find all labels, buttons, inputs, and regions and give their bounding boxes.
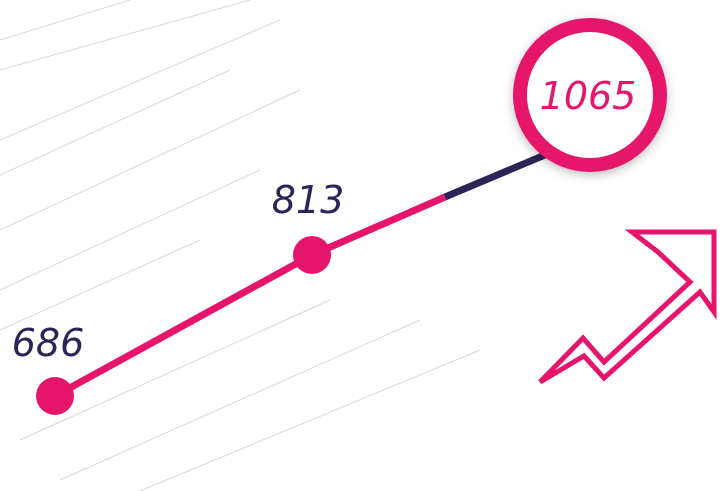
highlight-circle [513,18,667,172]
point-label: 813 [272,178,345,222]
trend-line-end [443,148,554,201]
point-label: 686 [12,321,85,365]
trend-line [53,193,447,400]
point [36,377,74,415]
growth-arrow [538,229,717,385]
background-streaks [0,0,481,491]
point [293,236,331,274]
highlight-label: 1065 [540,74,637,118]
